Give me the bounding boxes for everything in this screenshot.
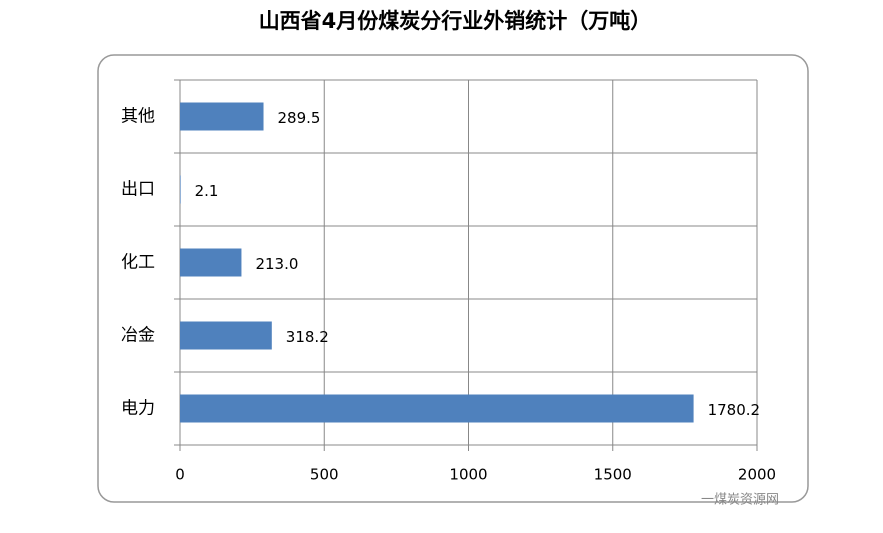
bar bbox=[180, 175, 181, 204]
x-tick-label: 1000 bbox=[449, 466, 487, 484]
chart-title: 山西省4月份煤炭分行业外销统计（万吨） bbox=[259, 9, 652, 33]
bar bbox=[180, 102, 264, 131]
bar bbox=[180, 394, 694, 423]
bar bbox=[180, 321, 272, 350]
value-label: 2.1 bbox=[195, 182, 219, 200]
x-tick-label: 1500 bbox=[594, 466, 632, 484]
value-label: 213.0 bbox=[255, 255, 298, 273]
chart-frame bbox=[97, 54, 809, 503]
y-tick-label: 其他 bbox=[121, 107, 155, 127]
value-label: 289.5 bbox=[278, 109, 321, 127]
value-label: 318.2 bbox=[286, 328, 329, 346]
watermark: 一煤炭资源网 bbox=[701, 493, 779, 508]
y-tick-label: 冶金 bbox=[121, 326, 155, 346]
x-tick-label: 0 bbox=[175, 466, 185, 484]
y-tick-label: 电力 bbox=[121, 399, 155, 419]
bar bbox=[180, 248, 242, 277]
x-tick-label: 500 bbox=[310, 466, 339, 484]
value-label: 1780.2 bbox=[708, 401, 761, 419]
y-tick-label: 化工 bbox=[121, 253, 155, 273]
y-tick-label: 出口 bbox=[121, 180, 155, 200]
x-tick-label: 2000 bbox=[738, 466, 776, 484]
